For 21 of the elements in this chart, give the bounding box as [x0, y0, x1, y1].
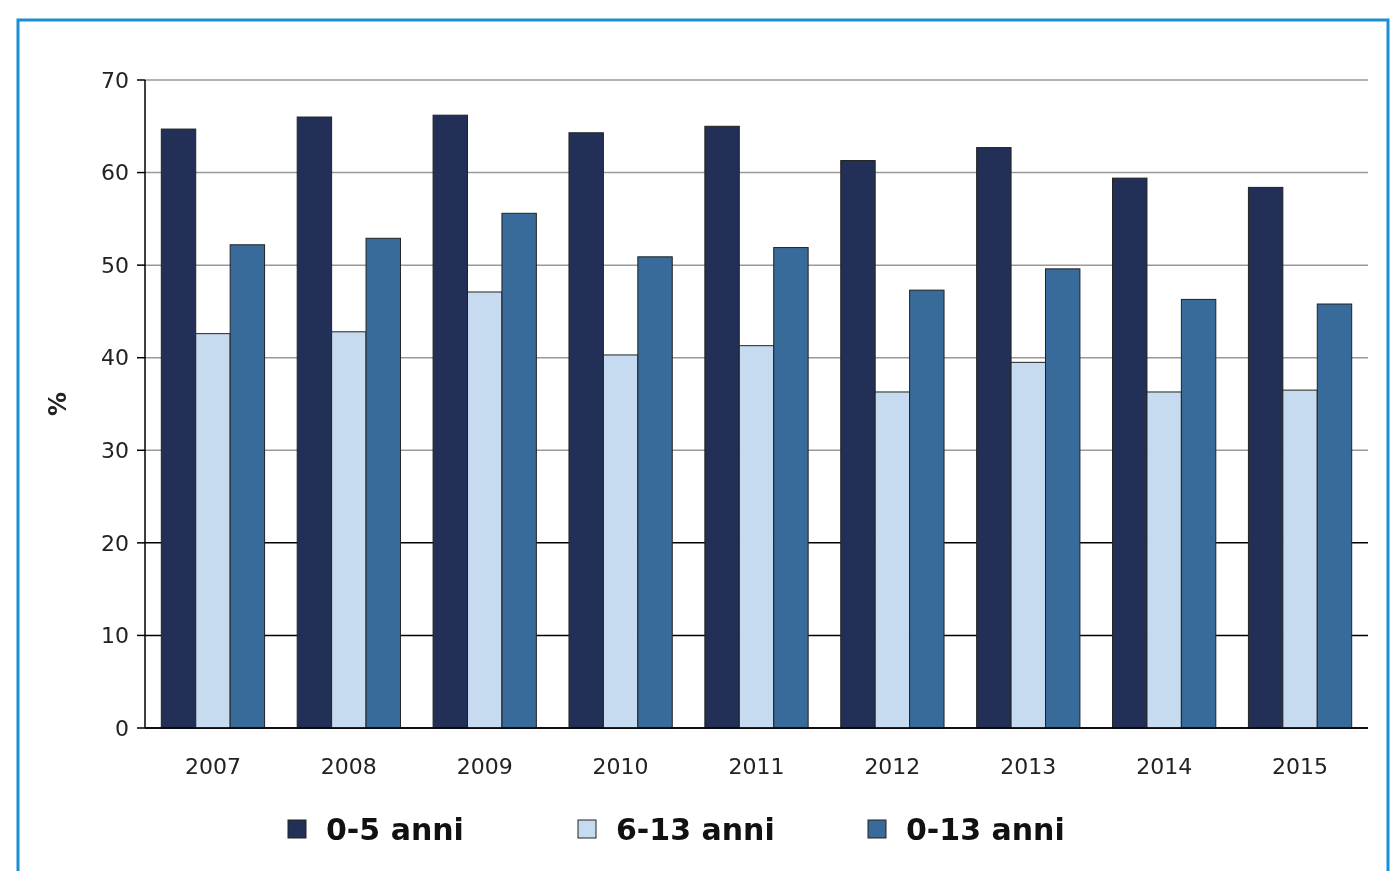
y-tick-label: 70 [101, 67, 129, 93]
x-tick-label: 2009 [456, 754, 513, 779]
x-tick-label: 2012 [864, 754, 921, 779]
legend-label: 6-13 anni [616, 811, 775, 847]
y-tick-label: 50 [101, 252, 129, 278]
x-tick-label: 2015 [1272, 754, 1329, 779]
x-tick-label: 2011 [728, 754, 785, 779]
legend-label: 0-13 anni [906, 811, 1065, 847]
y-axis-title: % [44, 391, 72, 417]
y-tick-label: 40 [101, 345, 129, 371]
x-tick-label: 2014 [1136, 754, 1193, 779]
legend-label: 0-5 anni [326, 811, 464, 847]
x-tick-label: 2007 [184, 754, 241, 779]
x-tick-label: 2010 [592, 754, 649, 779]
y-tick-label: 0 [115, 715, 129, 741]
y-tick-label: 10 [101, 623, 129, 649]
y-tick-label: 20 [101, 530, 129, 556]
y-tick-label: 60 [101, 160, 129, 186]
y-tick-label: 30 [101, 437, 129, 463]
x-tick-label: 2013 [1000, 754, 1057, 779]
x-tick-label: 2008 [320, 754, 377, 779]
